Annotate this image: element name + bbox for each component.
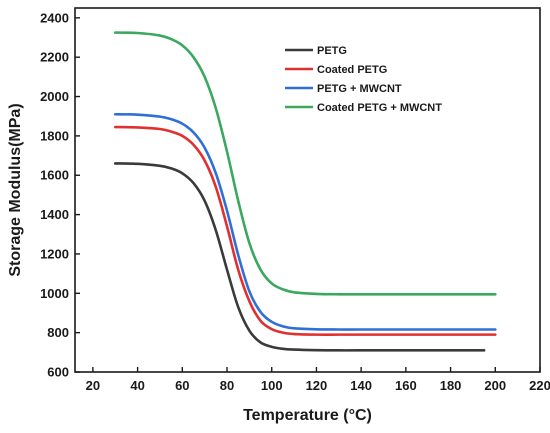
- labels-layer: Temperature (°C) Storage Modulus(MPa): [7, 103, 372, 424]
- series-line-coated-petg: [113, 125, 497, 336]
- y-axis-title: Storage Modulus(MPa): [7, 103, 24, 276]
- x-tick-label: 160: [395, 378, 417, 393]
- y-tick-label: 1400: [40, 207, 69, 222]
- legend-label-petg: PETG: [317, 45, 347, 57]
- x-tick-label: 120: [306, 378, 328, 393]
- legend: PETG Coated PETG PETG + MWCNT Coated PETG +…: [285, 45, 442, 114]
- y-tick-label: 2200: [40, 50, 69, 65]
- x-tick-label: 20: [86, 378, 100, 393]
- x-tick-label: 100: [261, 378, 283, 393]
- legend-label-coated-petg-mwcnt: Coated PETG + MWCNT: [317, 102, 442, 114]
- series-line-petg-mwcnt: [113, 112, 497, 331]
- legend-label-coated-petg: Coated PETG: [317, 64, 387, 76]
- x-tick-label: 180: [440, 378, 462, 393]
- y-tick-label: 1200: [40, 246, 69, 261]
- axes-layer: 20 40 60 80 100 120 140 160 180 200 220 600 800 1000 1…: [40, 7, 550, 393]
- x-tick-label: 40: [130, 378, 144, 393]
- series-line-petg: [113, 162, 486, 352]
- series-line-coated-petg-mwcnt: [113, 31, 497, 296]
- x-tick-label: 200: [484, 378, 506, 393]
- plot-frame: [74, 7, 541, 373]
- x-tick-label: 80: [220, 378, 234, 393]
- y-tick-label: 1000: [40, 286, 69, 301]
- y-tick-label: 800: [47, 325, 69, 340]
- series-layer: [113, 31, 497, 352]
- y-tick-label: 1800: [40, 128, 69, 143]
- y-tick-label: 2000: [40, 89, 69, 104]
- y-tick-label: 2400: [40, 10, 69, 25]
- x-tick-label: 220: [529, 378, 550, 393]
- x-axis-title: Temperature (°C): [243, 407, 372, 424]
- x-tick-label: 60: [175, 378, 189, 393]
- y-tick-label: 1600: [40, 168, 69, 183]
- x-tick-label: 140: [350, 378, 372, 393]
- legend-label-petg-mwcnt: PETG + MWCNT: [317, 83, 402, 95]
- y-tick-label: 600: [47, 365, 69, 380]
